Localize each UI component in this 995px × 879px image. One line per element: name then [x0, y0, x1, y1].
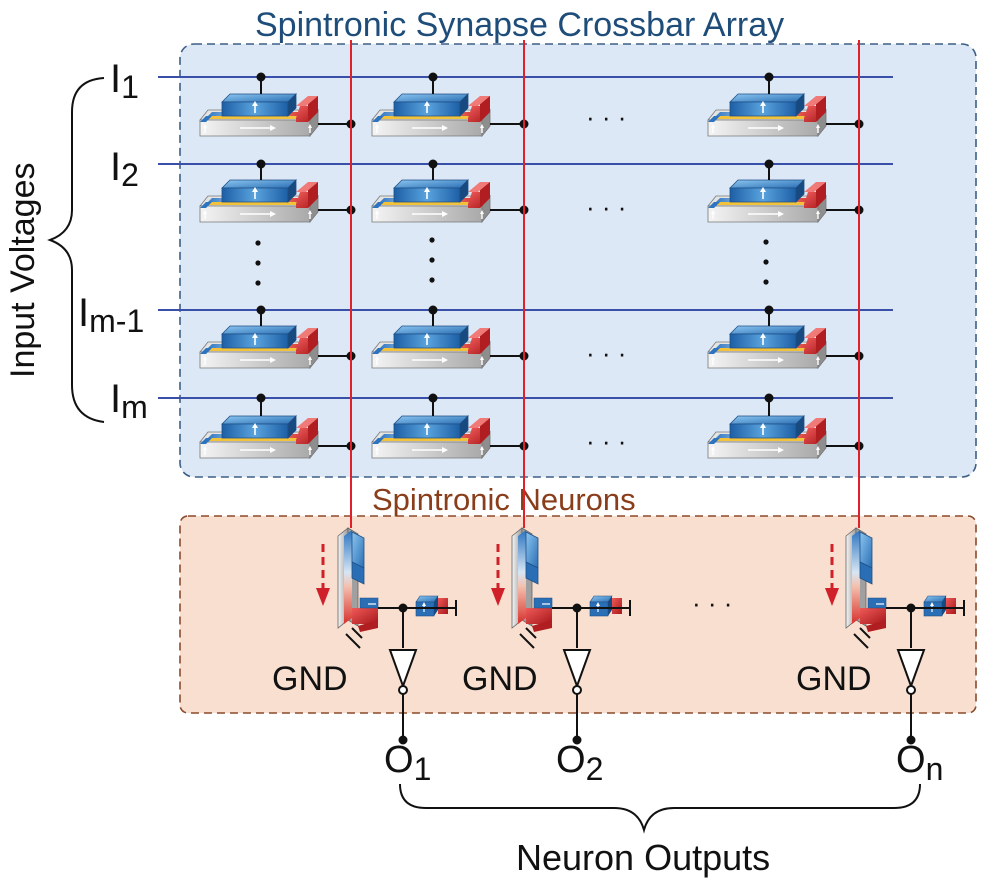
crossbar-title: Spintronic Synapse Crossbar Array [255, 6, 784, 44]
ellipsis-row-m-1: · · · [586, 338, 626, 368]
gnd-label-2: GND [462, 660, 538, 698]
input-labels: I1 I2 Im-1 Im [78, 57, 148, 425]
neurons-title: Spintronic Neurons [372, 482, 636, 517]
input-label-m-1: Im-1 [78, 291, 144, 339]
neuron-circuits [345, 600, 965, 745]
vertical-ellipsis [255, 237, 769, 286]
input-label-2: I2 [110, 145, 139, 193]
ellipsis-row-1: · · · [586, 102, 626, 132]
gnd-label-n: GND [796, 660, 872, 698]
output-brace [399, 783, 921, 834]
column-lines [350, 40, 860, 528]
output-labels: O1 O2 On [384, 739, 943, 787]
current-arrows [316, 544, 839, 606]
ellipsis-neurons: · · · [692, 588, 732, 618]
gnd-labels: GND GND GND [272, 660, 872, 698]
input-brace [47, 77, 105, 423]
horizontal-ellipsis: · · · · · · · · · · · · · · · [586, 102, 732, 618]
gnd-label-1: GND [272, 660, 348, 698]
output-label-n: On [896, 739, 943, 787]
input-label-1: I1 [110, 57, 139, 105]
input-voltages-label: Input Voltages [4, 162, 42, 378]
output-label-1: O1 [384, 739, 431, 787]
input-label-m: Im [110, 377, 148, 425]
ellipsis-row-2: · · · [586, 192, 626, 222]
output-label-2: O2 [556, 739, 603, 787]
crossbar-region [179, 43, 977, 478]
ellipsis-row-m: · · · [586, 426, 626, 456]
neuron-outputs-label: Neuron Outputs [516, 837, 770, 878]
